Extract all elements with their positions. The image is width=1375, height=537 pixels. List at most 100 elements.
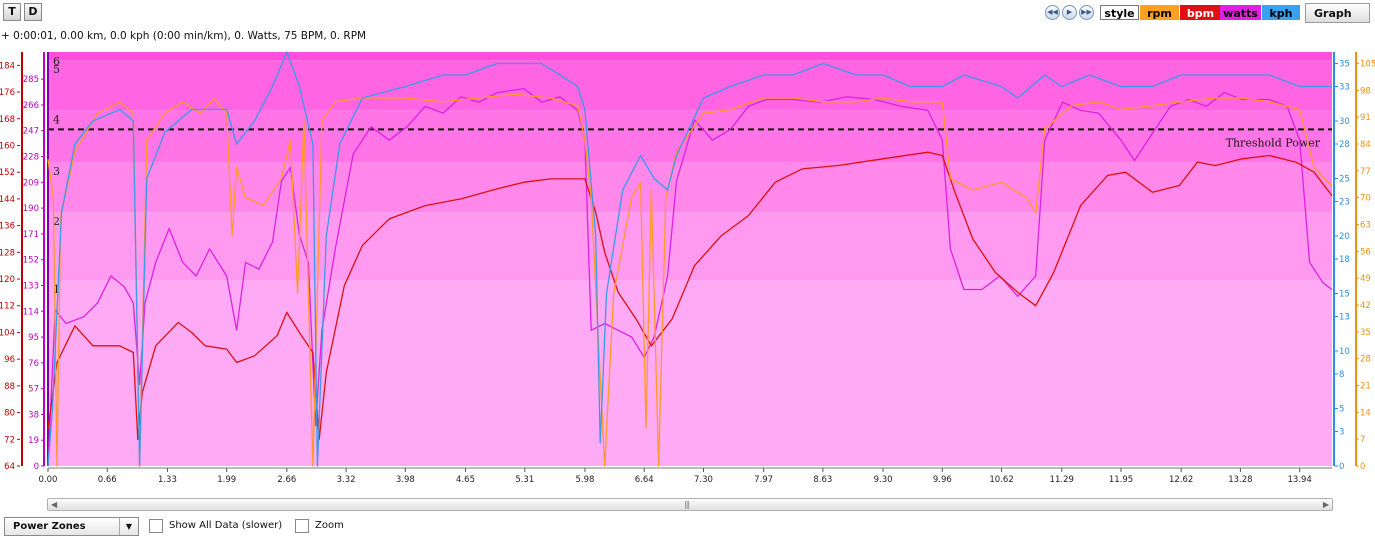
toggle-rpm[interactable]: rpm xyxy=(1140,5,1179,20)
zone-band-1 xyxy=(48,280,1332,466)
bpm-axis-tick-label: 88 xyxy=(4,382,15,392)
x-tick-label: 7.97 xyxy=(754,475,773,485)
x-tick-label: 0.66 xyxy=(98,475,117,485)
chevron-down-icon[interactable]: ▼ xyxy=(119,518,138,535)
x-tick-label: 6.64 xyxy=(635,475,654,485)
x-tick-label: 3.98 xyxy=(396,475,415,485)
zone-type-value: Power Zones xyxy=(13,521,86,532)
watts-axis-tick-label: 57 xyxy=(28,385,39,395)
watts-axis-tick-label: 228 xyxy=(23,153,39,163)
kph-axis-tick-label: 25 xyxy=(1339,175,1350,185)
bpm-axis-tick-label: 72 xyxy=(4,435,15,445)
rpm-axis-tick-label: 98 xyxy=(1360,86,1371,96)
kph-axis-tick-label: 13 xyxy=(1339,313,1350,323)
kph-axis-tick-label: 28 xyxy=(1339,140,1350,150)
zone-type-select[interactable]: Power Zones ▼ xyxy=(4,517,139,536)
x-tick-label: 0.00 xyxy=(39,475,58,485)
show-all-checkbox[interactable] xyxy=(149,519,163,533)
x-tick-label: 9.96 xyxy=(933,475,952,485)
bpm-axis-tick-label: 120 xyxy=(0,275,15,285)
bpm-axis-tick-label: 184 xyxy=(0,61,15,71)
watts-axis-tick-label: 0 xyxy=(34,462,39,472)
x-tick-label: 10.62 xyxy=(989,475,1013,485)
x-tick-label: 5.98 xyxy=(575,475,594,485)
scroll-left-icon[interactable]: ◀ xyxy=(51,500,58,509)
scroll-right-icon[interactable]: ▶ xyxy=(1322,500,1329,509)
watts-axis-tick-label: 114 xyxy=(23,307,39,317)
x-tick-label: 11.95 xyxy=(1109,475,1133,485)
graph-button[interactable]: Graph xyxy=(1305,3,1370,23)
kph-axis-tick-label: 0 xyxy=(1339,462,1344,472)
timeline-scrollbar[interactable]: ◀ ||| ▶ xyxy=(47,498,1333,511)
x-tick-label: 1.33 xyxy=(158,475,177,485)
rpm-axis-tick-label: 21 xyxy=(1360,382,1371,392)
zoom-label: Zoom xyxy=(315,520,344,531)
zone-label-1: 1 xyxy=(53,283,60,296)
kph-axis-tick-label: 33 xyxy=(1339,83,1350,93)
watts-axis-tick-label: 19 xyxy=(28,436,39,446)
x-tick-label: 7.30 xyxy=(694,475,713,485)
x-tick-label: 9.30 xyxy=(874,475,893,485)
kph-axis-tick-label: 35 xyxy=(1339,60,1350,70)
rpm-axis-tick-label: 84 xyxy=(1360,140,1371,150)
toggle-bpm[interactable]: bpm xyxy=(1180,5,1221,20)
bpm-axis-tick-label: 168 xyxy=(0,115,15,125)
bpm-axis-tick-label: 80 xyxy=(4,409,15,419)
rpm-axis-tick-label: 49 xyxy=(1360,274,1371,284)
bpm-axis-tick-label: 104 xyxy=(0,328,15,338)
zone-band-2 xyxy=(48,212,1332,281)
toggle-style[interactable]: style xyxy=(1100,5,1139,20)
play-icon[interactable]: ▶ xyxy=(1062,5,1077,20)
rpm-axis-tick-label: 0 xyxy=(1360,462,1365,472)
watts-axis-tick-label: 95 xyxy=(28,333,39,343)
rpm-axis-tick-label: 28 xyxy=(1360,355,1371,365)
rpm-axis-tick-label: 14 xyxy=(1360,408,1371,418)
watts-axis-tick-label: 209 xyxy=(23,178,39,188)
fast-forward-icon[interactable]: ▶▶ xyxy=(1079,5,1094,20)
bpm-axis-tick-label: 152 xyxy=(0,168,15,178)
watts-axis-tick-label: 133 xyxy=(23,281,39,291)
rpm-axis-tick-label: 35 xyxy=(1360,328,1371,338)
x-tick-label: 1.99 xyxy=(217,475,236,485)
bpm-axis-tick-label: 144 xyxy=(0,195,15,205)
rpm-axis-tick-label: 105 xyxy=(1360,60,1375,70)
watts-axis-tick-label: 247 xyxy=(23,127,39,137)
zone-band-5 xyxy=(48,60,1332,111)
top-toolbar: T D ◀◀ ▶ ▶▶ style rpm bpm watts kph Graph xyxy=(0,0,1375,26)
bpm-axis-tick-label: 176 xyxy=(0,88,15,98)
kph-axis-tick-label: 5 xyxy=(1339,405,1344,415)
zone-label-4: 4 xyxy=(53,113,60,126)
rpm-axis-tick-label: 42 xyxy=(1360,301,1371,311)
x-tick-label: 5.31 xyxy=(515,475,534,485)
zone-band-6 xyxy=(48,52,1332,61)
d-button[interactable]: D xyxy=(24,3,42,21)
kph-axis-tick-label: 10 xyxy=(1339,347,1350,357)
t-button[interactable]: T xyxy=(3,3,21,21)
zoom-checkbox[interactable] xyxy=(295,519,309,533)
watts-axis-tick-label: 285 xyxy=(23,75,39,85)
toggle-watts[interactable]: watts xyxy=(1220,5,1261,20)
toggle-kph[interactable]: kph xyxy=(1262,5,1300,20)
zone-label-5: 5 xyxy=(53,63,60,76)
series-line-bpm xyxy=(47,151,1333,440)
series-line-kph xyxy=(47,51,1332,467)
kph-axis-tick-label: 23 xyxy=(1339,198,1350,208)
kph-axis-tick-label: 3 xyxy=(1339,428,1344,438)
scroll-grip-icon[interactable]: ||| xyxy=(684,500,690,509)
watts-axis-tick-label: 152 xyxy=(23,256,39,266)
x-tick-label: 8.63 xyxy=(813,475,832,485)
status-readout: + 0:00:01, 0.00 km, 0.0 kph (0:00 min/km… xyxy=(1,30,367,42)
threshold-label: Threshold Power xyxy=(1226,136,1321,149)
rewind-icon[interactable]: ◀◀ xyxy=(1045,5,1060,20)
bpm-axis-tick-label: 96 xyxy=(4,355,15,365)
rpm-axis-tick-label: 63 xyxy=(1360,221,1371,231)
x-tick-label: 4.65 xyxy=(456,475,475,485)
rpm-axis-tick-label: 56 xyxy=(1360,247,1371,257)
x-tick-label: 13.28 xyxy=(1228,475,1252,485)
kph-axis-tick-label: 30 xyxy=(1339,117,1350,127)
x-tick-label: 2.66 xyxy=(277,475,296,485)
bpm-axis-tick-label: 128 xyxy=(0,248,15,258)
x-tick-label: 11.29 xyxy=(1050,475,1074,485)
rpm-axis-tick-label: 91 xyxy=(1360,113,1371,123)
